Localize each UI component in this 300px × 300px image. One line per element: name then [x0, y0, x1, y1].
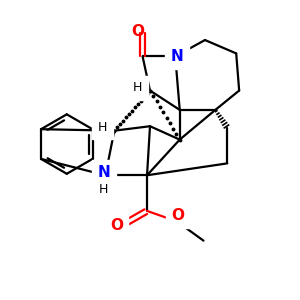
Text: H: H [133, 81, 142, 94]
Text: H: H [98, 121, 107, 134]
Text: N: N [170, 49, 183, 64]
Text: H: H [99, 183, 109, 196]
Text: O: O [172, 208, 185, 223]
Text: O: O [110, 218, 123, 233]
Text: O: O [132, 24, 145, 39]
Text: N: N [98, 165, 110, 180]
